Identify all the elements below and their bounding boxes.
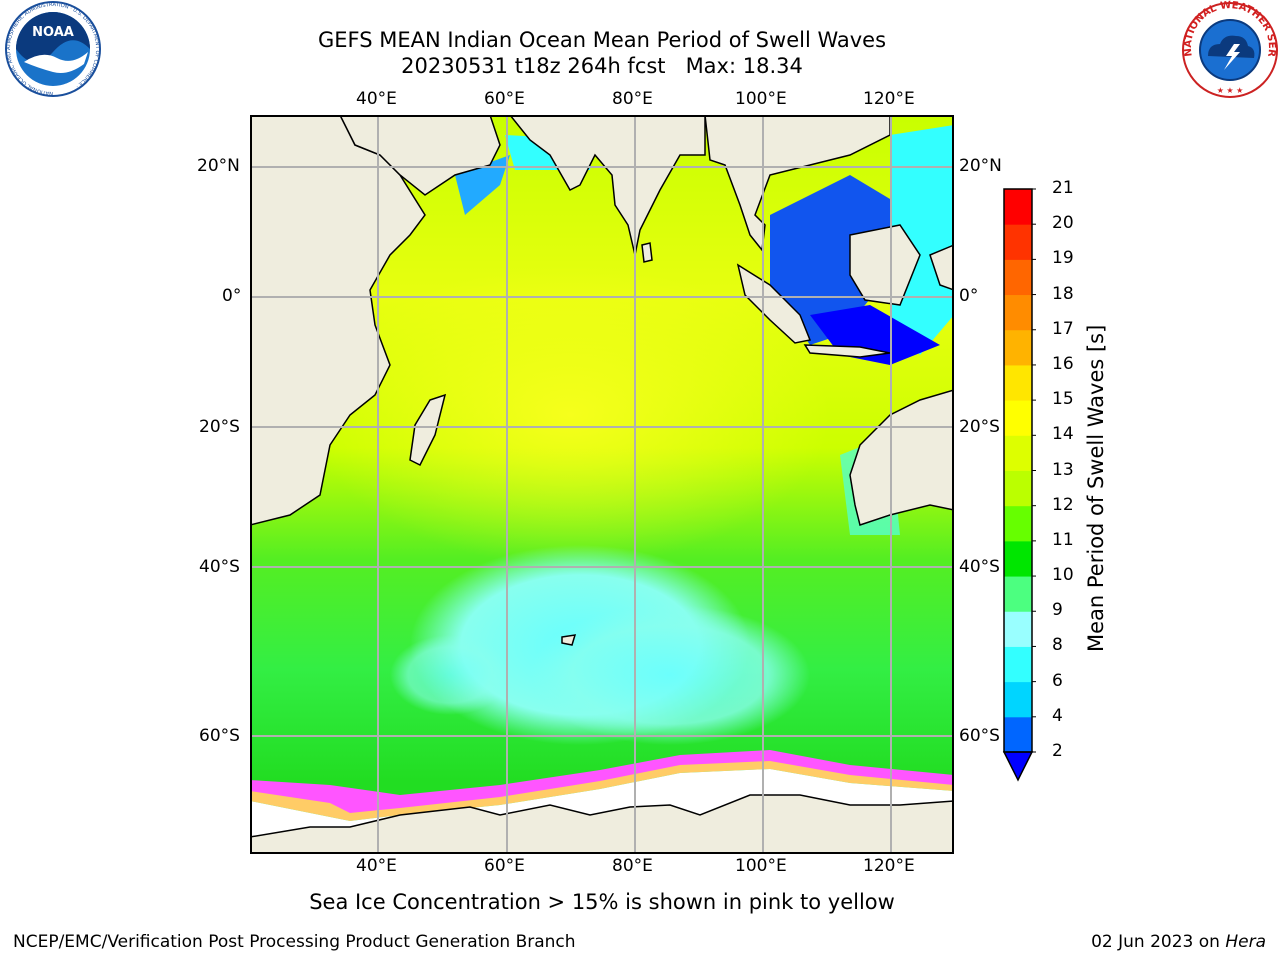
lat-tick-left-60s: 60°S — [199, 726, 240, 746]
colorbar-tick-label: 11 — [1052, 529, 1074, 550]
land-arabia — [339, 115, 501, 196]
colorbar-bin — [1004, 224, 1032, 260]
colorbar-tick-label: 16 — [1052, 353, 1074, 374]
land-antarctica — [250, 794, 954, 854]
land-india — [509, 115, 706, 256]
colorbar-tick-label: 13 — [1052, 459, 1074, 480]
lat-tick-right-60s: 60°S — [959, 726, 1000, 746]
colorbar-tick-label: 12 — [1052, 494, 1074, 515]
lat-tick-left-0: 0° — [222, 286, 242, 306]
land-kerguelen — [561, 634, 577, 646]
footer-date: 02 Jun 2023 on Hera — [1091, 932, 1266, 952]
colorbar-label: Mean Period of Swell Waves [s] — [1084, 324, 1108, 652]
lon-tick-bottom-120e: 120°E — [863, 856, 915, 876]
colorbar-bin — [1004, 329, 1032, 366]
land-southeast-asia — [704, 115, 891, 252]
map-panel — [250, 115, 954, 854]
svg-text:★ ★ ★: ★ ★ ★ — [1217, 86, 1244, 95]
colorbar — [1002, 188, 1036, 782]
colorbar-bin — [1004, 435, 1032, 471]
lon-tick-bottom-100e: 100°E — [735, 856, 787, 876]
lat-tick-left-20s: 20°S — [199, 417, 240, 437]
map-subtitle: 20230531 t18z 264h fcst Max: 18.34 — [401, 54, 803, 78]
colorbar-tick-label: 14 — [1052, 424, 1074, 445]
colorbar-bin — [1004, 259, 1032, 296]
colorbar-bin — [1004, 505, 1032, 542]
land-java — [803, 344, 891, 358]
colorbar-tick-label: 19 — [1052, 248, 1074, 269]
noaa-text: NOAA — [32, 25, 74, 40]
colorbar-bin — [1004, 470, 1032, 507]
colorbar-bin — [1004, 189, 1032, 225]
lon-tick-top-120e: 120°E — [863, 89, 915, 109]
nws-logo: NATIONAL WEATHER SERVICE ★ ★ ★ — [1180, 0, 1278, 98]
colorbar-tick-label: 17 — [1052, 318, 1074, 339]
map-title: GEFS MEAN Indian Ocean Mean Period of Sw… — [317, 28, 887, 52]
colorbar-tick-label: 18 — [1052, 283, 1074, 304]
lon-tick-top-80e: 80°E — [612, 89, 653, 109]
lon-tick-top-60e: 60°E — [484, 89, 525, 109]
land-madagascar — [409, 393, 447, 467]
colorbar-bin — [1004, 294, 1032, 331]
lat-tick-right-0: 0° — [959, 286, 979, 306]
colorbar-tick-label: 15 — [1052, 389, 1074, 410]
colorbar-bin — [1004, 540, 1032, 577]
land-borneo — [849, 224, 921, 306]
colorbar-tick-label: 6 — [1052, 670, 1063, 691]
colorbar-bin — [1004, 716, 1032, 753]
lat-tick-left-20n: 20°N — [197, 156, 240, 176]
colorbar-bin — [1004, 646, 1032, 683]
lon-tick-bottom-60e: 60°E — [484, 856, 525, 876]
lat-tick-right-20n: 20°N — [959, 156, 1002, 176]
colorbar-under-extension — [1002, 751, 1034, 782]
graticule — [250, 115, 954, 854]
footer-host: Hera — [1225, 932, 1266, 952]
colorbar-tick-labels: 2 4 6 8 9 10 11 12 13 14 15 16 17 18 19 20 21 — [1052, 178, 1112, 786]
land-sumatra — [736, 263, 812, 344]
map-frame — [250, 115, 954, 854]
footer-date-text: 02 Jun 2023 on — [1091, 932, 1226, 952]
lon-tick-top-100e: 100°E — [735, 89, 787, 109]
colorbar-bin — [1004, 400, 1032, 436]
land-australia — [849, 389, 954, 526]
blue-shelf-sea — [770, 175, 900, 345]
lon-tick-top-40e: 40°E — [356, 89, 397, 109]
colorbar-tick-label: 10 — [1052, 565, 1074, 586]
footer-credit: NCEP/EMC/Verification Post Processing Pr… — [13, 932, 576, 952]
colorbar-tick-label: 9 — [1052, 600, 1063, 621]
colorbar-bin — [1004, 364, 1032, 401]
colorbar-bin — [1004, 681, 1032, 718]
lon-tick-bottom-80e: 80°E — [612, 856, 653, 876]
colorbar-tick-label: 4 — [1052, 705, 1063, 726]
lat-tick-left-40s: 40°S — [199, 557, 240, 577]
colorbar-tick-label: 21 — [1052, 178, 1074, 198]
colorbar-tick-label: 20 — [1052, 213, 1074, 234]
colorbar-tick-label: 2 — [1052, 741, 1063, 761]
lon-tick-bottom-40e: 40°E — [356, 856, 397, 876]
colorbar-bin — [1004, 611, 1032, 647]
lat-tick-right-40s: 40°S — [959, 557, 1000, 577]
lat-tick-right-20s: 20°S — [959, 417, 1000, 437]
noaa-logo: NOAA NATIONAL OCEANIC AND ATMOSPHERIC AD… — [5, 1, 101, 97]
sea-ice-note: Sea Ice Concentration > 15% is shown in … — [309, 890, 895, 914]
colorbar-bin — [1004, 576, 1032, 612]
colorbar-tick-label: 8 — [1052, 635, 1063, 656]
